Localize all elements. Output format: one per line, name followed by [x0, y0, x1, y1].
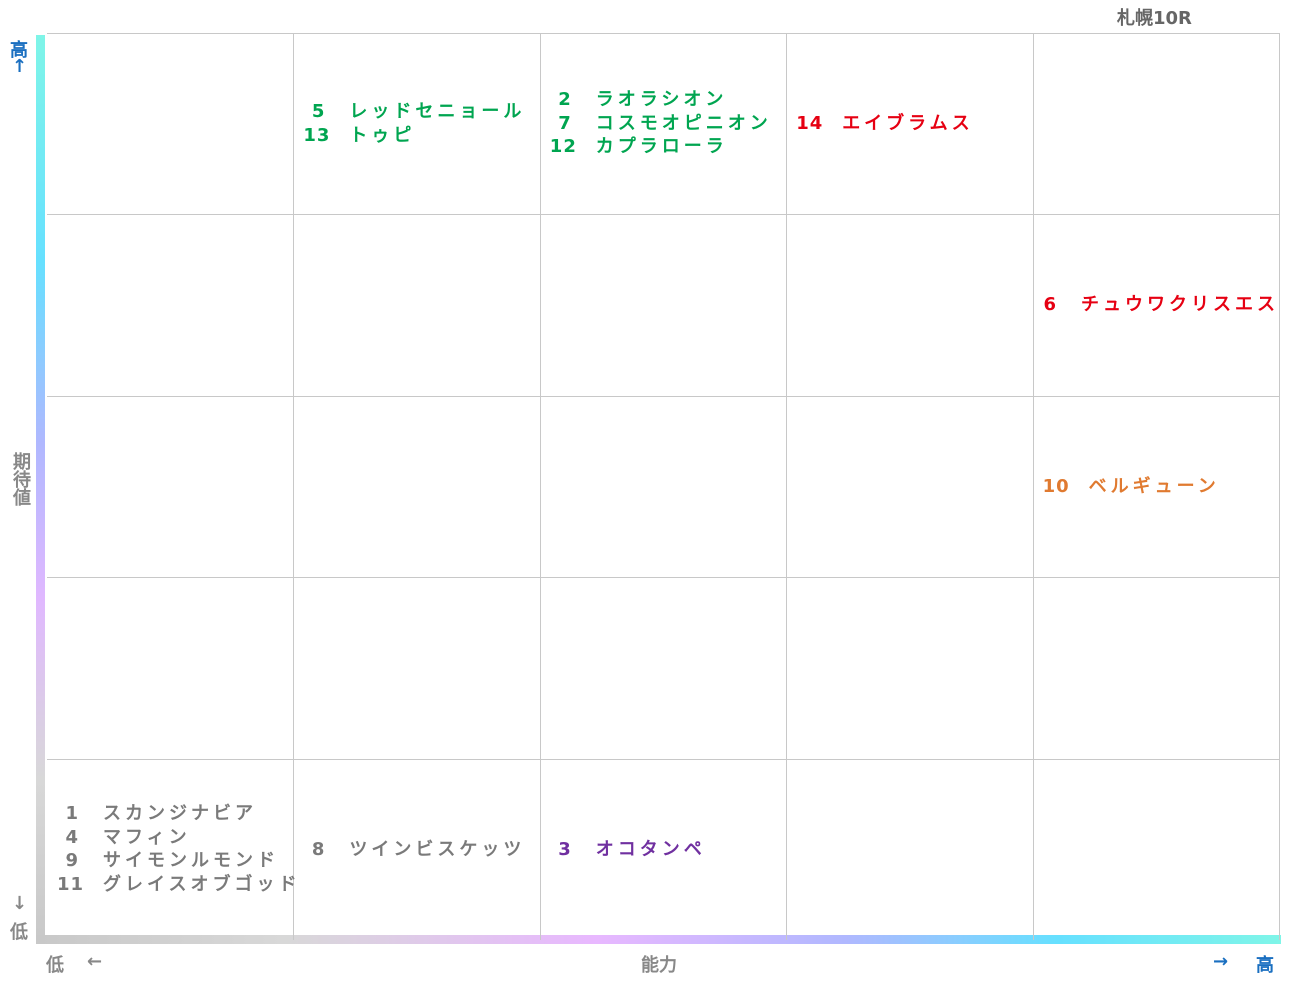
- horse-number: 10: [1042, 475, 1070, 497]
- horse-name: ラオラシオン: [595, 89, 728, 111]
- x-label: 能力: [641, 955, 677, 976]
- grid-line: [47, 577, 1279, 579]
- horse-number: 12: [549, 136, 577, 158]
- horse-entry: 1 スカンジナビア: [57, 802, 293, 826]
- horse-number: 3: [558, 838, 572, 860]
- grid-line: [293, 33, 295, 940]
- horse-entry: 3 オコタンペ: [550, 838, 786, 862]
- x-low: 低: [46, 955, 64, 976]
- horse-name: グレイスオブゴッド: [103, 873, 301, 895]
- horse-entry: 12 カプラローラ: [550, 135, 786, 159]
- horse-name: レッドセニョール: [349, 101, 526, 123]
- horse-number: 6: [1043, 294, 1057, 316]
- x-high-arrow: →: [1213, 951, 1229, 972]
- title: 札幌10R: [1117, 8, 1192, 29]
- cell: 8 ツインビスケッツ: [303, 759, 539, 940]
- grid-line: [1279, 33, 1280, 940]
- horse-number: 11: [57, 873, 85, 895]
- grid-line: [47, 214, 1279, 216]
- horse-entry: 8 ツインビスケッツ: [303, 838, 539, 862]
- horse-number: 8: [311, 838, 326, 860]
- horse-entry: 2 ラオラシオン: [550, 88, 786, 112]
- horse-name: エイブラムス: [842, 112, 974, 134]
- horse-name: ツインビスケッツ: [349, 838, 526, 860]
- horse-name: チュウワクリスエス: [1080, 294, 1279, 316]
- horse-entry: 5 レッドセニョール: [303, 100, 539, 124]
- horse-number: 4: [65, 826, 79, 848]
- x-high: 高: [1256, 955, 1274, 976]
- cell: 2 ラオラシオン 7 コスモオピニオン 12 カプラローラ: [550, 33, 786, 214]
- horse-number: 9: [65, 850, 79, 872]
- cell: 1 スカンジナビア 4 マフィン 9 サイモンルモンド 11 グレイスオブゴッド: [57, 759, 296, 940]
- horse-name: サイモンルモンド: [103, 850, 279, 872]
- horse-number: 1: [65, 803, 79, 825]
- cell: 3 オコタンペ: [550, 759, 786, 940]
- grid-line: [539, 33, 541, 940]
- y-low: 低: [10, 922, 28, 943]
- x-axis-bar: [36, 935, 1281, 944]
- cell: 6 チュウワクリスエス: [1043, 214, 1279, 395]
- horse-number: 5: [311, 101, 326, 123]
- x-low-arrow: ←: [87, 951, 103, 972]
- horse-name: マフィン: [103, 826, 191, 848]
- horse-entry: 14 エイブラムス: [796, 112, 1032, 136]
- cell: 14 エイブラムス: [796, 33, 1032, 214]
- y-low-arrow: ↓: [12, 893, 28, 914]
- horse-name: カプラローラ: [595, 136, 728, 158]
- horse-entry: 7 コスモオピニオン: [550, 112, 786, 136]
- horse-number: 13: [303, 124, 331, 146]
- horse-entry: 10 ベルギューン: [1043, 475, 1279, 499]
- horse-name: オコタンペ: [595, 838, 706, 860]
- grid-line: [47, 758, 1279, 760]
- horse-entry: 6 チュウワクリスエス: [1043, 293, 1279, 317]
- horse-entry: 9 サイモンルモンド: [57, 849, 293, 873]
- grid-line: [47, 395, 1279, 397]
- grid-line: [1032, 33, 1034, 940]
- horse-entry: 11 グレイスオブゴッド: [57, 873, 296, 897]
- horse-entry: 13 トゥピ: [303, 124, 539, 148]
- horse-name: トゥピ: [349, 124, 416, 146]
- horse-name: スカンジナビア: [103, 803, 257, 825]
- grid-line: [47, 33, 1279, 34]
- horse-number: 7: [558, 112, 572, 134]
- horse-number: 2: [558, 89, 572, 111]
- y-high-arrow: ↑: [12, 56, 28, 77]
- horse-number: 14: [796, 112, 824, 134]
- grid-line: [786, 33, 788, 940]
- y-axis-bar: [36, 35, 45, 943]
- cell: 10 ベルギューン: [1043, 396, 1279, 577]
- horse-entry: 4 マフィン: [57, 826, 293, 850]
- y-high: 高: [10, 40, 28, 61]
- horse-name: コスモオピニオン: [595, 112, 772, 134]
- cell: 5 レッドセニョール 13 トゥピ: [303, 33, 539, 214]
- y-label: 期待値: [10, 452, 31, 506]
- horse-name: ベルギューン: [1088, 475, 1220, 497]
